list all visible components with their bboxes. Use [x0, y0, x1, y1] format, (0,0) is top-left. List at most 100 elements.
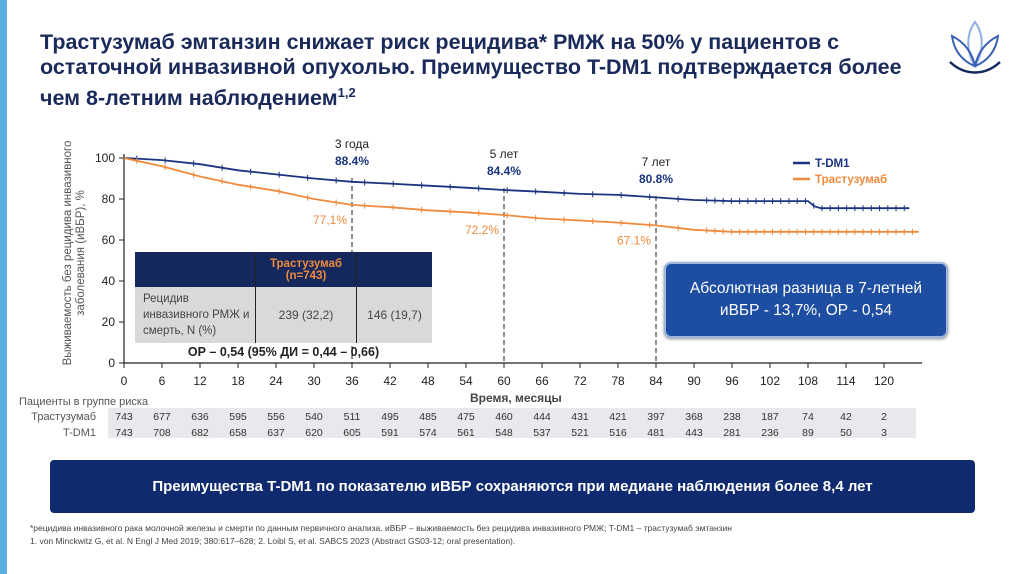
- x-tick-label: 108: [798, 374, 818, 388]
- trastuzumab-rate-label: 77,1%: [313, 213, 347, 227]
- x-tick-label: 78: [611, 374, 625, 388]
- time-marker-period: 7 лет: [642, 155, 671, 169]
- risk-label-trastuzumab: Трастузумаб: [31, 411, 96, 423]
- risk-table-background: [108, 408, 916, 438]
- risk-cell: 561: [457, 427, 475, 439]
- risk-cell: 708: [153, 427, 171, 439]
- y-axis-label-text: Выживаемость без рецидива инвазивного за…: [62, 140, 87, 366]
- tdm1-rate-label: 80.8%: [639, 172, 673, 186]
- risk-cell: 187: [761, 411, 779, 423]
- x-axis-label: Время, месяцы: [470, 391, 562, 405]
- accent-bar: [0, 0, 7, 574]
- y-tick-label: 40: [102, 274, 116, 288]
- x-tick-label: 102: [760, 374, 780, 388]
- x-tick-label: 48: [421, 374, 435, 388]
- risk-cell: 397: [647, 411, 665, 423]
- risk-cell: 89: [802, 427, 814, 439]
- events-table: Трастузумаб (n=743) Рецидив инвазивного …: [135, 252, 432, 343]
- risk-cell: 431: [571, 411, 589, 423]
- trastuzumab-curve: [123, 157, 919, 233]
- risk-cell: 620: [305, 427, 323, 439]
- legend-label: T-DM1: [815, 158, 850, 170]
- footnote-references: 1. von Minckwitz G, et al. N Engl J Med …: [30, 536, 516, 546]
- risk-cell: 2: [881, 411, 887, 423]
- x-tick-label: 84: [649, 374, 663, 388]
- x-tick-label: 18: [231, 374, 245, 388]
- hazard-ratio: ОР – 0,54 (95% ДИ = 0,44 – 0,66): [187, 345, 380, 359]
- table-cell-trastuzumab: 239 (32,2): [255, 287, 357, 343]
- risk-cell: 3: [881, 427, 887, 439]
- table-header-empty: [135, 252, 256, 287]
- x-tick-label: 72: [573, 374, 587, 388]
- risk-cell: 682: [191, 427, 209, 439]
- risk-cell: 677: [153, 411, 171, 423]
- y-tick-label: 80: [102, 192, 116, 206]
- risk-cell: 443: [685, 427, 703, 439]
- time-marker-period: 5 лет: [490, 147, 519, 161]
- callout-box: Абсолютная разница в 7-летней иВБР - 13,…: [664, 262, 948, 338]
- risk-cell: 595: [229, 411, 247, 423]
- lotus-logo-icon: [949, 20, 1001, 74]
- risk-cell: 658: [229, 427, 247, 439]
- table-row-label: Рецидив инвазивного РМЖ и смерть, N (%): [135, 287, 256, 343]
- x-tick-label: 114: [836, 374, 855, 388]
- tdm1-rate-label: 84.4%: [487, 164, 521, 178]
- risk-cell: 238: [723, 411, 741, 423]
- risk-cell: 540: [305, 411, 323, 423]
- risk-cell: 475: [457, 411, 475, 423]
- table-cell-tdm1: 146 (19,7): [356, 287, 432, 343]
- table-header-tdm1: [356, 252, 432, 287]
- risk-cell: 42: [840, 411, 852, 423]
- x-tick-label: 0: [121, 374, 128, 388]
- x-tick-label: 54: [459, 374, 473, 388]
- time-marker-period: 3 года: [335, 137, 370, 151]
- trastuzumab-rate-label: 72.2%: [465, 223, 499, 237]
- table-header-trastuzumab: Трастузумаб (n=743): [255, 252, 357, 287]
- risk-cell: 548: [495, 427, 513, 439]
- tdm1-rate-label: 88.4%: [335, 154, 369, 168]
- tdm1-curve: [123, 157, 910, 210]
- risk-cell: 516: [609, 427, 627, 439]
- risk-cell: 368: [685, 411, 703, 423]
- trastuzumab-rate-label: 67.1%: [617, 233, 651, 247]
- title-text: Трастузумаб эмтанзин снижает риск рециди…: [40, 30, 902, 111]
- footnotes: *рецидива инвазивного рака молочной желе…: [30, 522, 732, 548]
- title-superscript: 1,2: [337, 85, 356, 100]
- risk-cell: 636: [191, 411, 209, 423]
- x-tick-label: 6: [159, 374, 166, 388]
- risk-table-header: Пациенты в группе риска: [19, 396, 149, 408]
- x-tick-label: 12: [193, 374, 207, 388]
- risk-cell: 511: [343, 411, 361, 423]
- risk-cell: 637: [267, 427, 285, 439]
- y-tick-label: 100: [95, 151, 115, 165]
- risk-cell: 743: [115, 411, 133, 423]
- x-tick-label: 30: [307, 374, 321, 388]
- risk-cell: 421: [609, 411, 627, 423]
- risk-label-tdm1: T-DM1: [63, 427, 96, 439]
- risk-cell: 605: [343, 427, 361, 439]
- risk-cell: 481: [647, 427, 665, 439]
- risk-cell: 591: [381, 427, 399, 439]
- x-tick-label: 60: [497, 374, 511, 388]
- risk-cell: 556: [267, 411, 285, 423]
- risk-cell: 743: [115, 427, 133, 439]
- legend-label: Трастузумаб: [815, 174, 887, 186]
- risk-cell: 50: [840, 427, 852, 439]
- risk-cell: 521: [571, 427, 589, 439]
- risk-cell: 281: [723, 427, 741, 439]
- risk-cell: 236: [761, 427, 779, 439]
- risk-cell: 74: [802, 411, 814, 423]
- footnote-abbreviations: *рецидива инвазивного рака молочной желе…: [30, 523, 732, 533]
- x-tick-label: 96: [725, 374, 739, 388]
- risk-cell: 574: [419, 427, 437, 439]
- x-tick-label: 36: [345, 374, 359, 388]
- risk-cell: 485: [419, 411, 437, 423]
- x-tick-label: 42: [383, 374, 397, 388]
- x-tick-label: 90: [687, 374, 701, 388]
- slide-title: Трастузумаб эмтанзин снижает риск рециди…: [40, 30, 920, 111]
- y-tick-label: 60: [102, 233, 116, 247]
- conclusion-banner: Преимущества T-DM1 по показателю иВБР со…: [50, 460, 975, 513]
- risk-cell: 460: [495, 411, 513, 423]
- y-tick-label: 20: [102, 315, 116, 329]
